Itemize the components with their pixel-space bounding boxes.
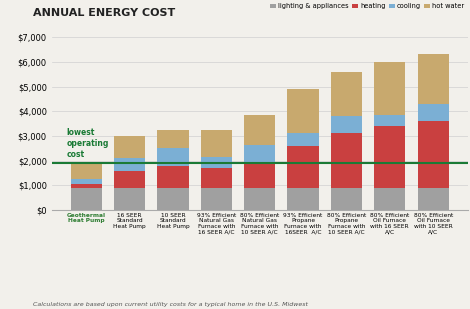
Bar (288, 133, 319, 146)
Bar (288, 146, 319, 188)
Bar (201, 157, 232, 168)
Bar (374, 115, 406, 126)
Bar (201, 168, 232, 188)
Text: ANNUAL ENERGY COST: ANNUAL ENERGY COST (33, 8, 175, 18)
Bar (157, 188, 188, 210)
Bar (417, 54, 449, 104)
Bar (331, 133, 362, 188)
Bar (201, 130, 232, 157)
Bar (374, 126, 406, 188)
Bar (288, 188, 319, 210)
Text: Calculations are based upon current utility costs for a typical home in the U.S.: Calculations are based upon current util… (33, 302, 308, 307)
Bar (244, 145, 275, 162)
Text: lowest
operating
cost: lowest operating cost (67, 128, 109, 159)
Bar (374, 62, 406, 115)
Bar (114, 158, 145, 171)
Bar (331, 116, 362, 133)
Bar (114, 136, 145, 158)
Bar (331, 188, 362, 210)
Bar (331, 72, 362, 116)
Bar (244, 188, 275, 210)
Bar (157, 166, 188, 188)
Bar (417, 188, 449, 210)
Bar (70, 163, 102, 179)
Bar (244, 115, 275, 145)
Bar (70, 188, 102, 210)
Bar (417, 121, 449, 188)
Bar (374, 188, 406, 210)
Legend: lighting & appliances, heating, cooling, hot water: lighting & appliances, heating, cooling,… (270, 3, 464, 9)
Bar (288, 89, 319, 133)
Bar (417, 104, 449, 121)
Bar (157, 130, 188, 148)
Bar (157, 148, 188, 166)
Bar (244, 162, 275, 188)
Bar (70, 179, 102, 184)
Bar (114, 188, 145, 210)
Bar (70, 184, 102, 188)
Bar (114, 171, 145, 188)
Bar (201, 188, 232, 210)
